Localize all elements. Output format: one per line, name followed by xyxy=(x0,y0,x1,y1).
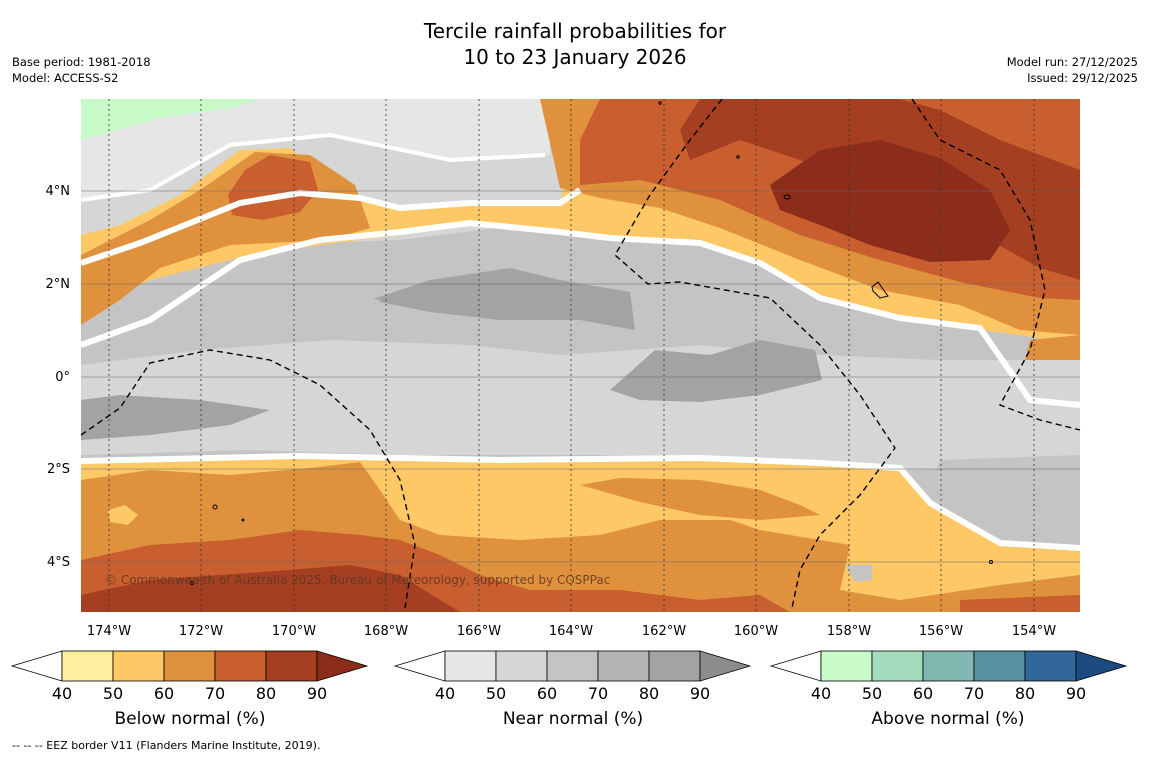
colorbar-tick: 80 xyxy=(639,684,659,703)
colorbar-segment xyxy=(648,650,701,682)
colorbar-segment xyxy=(546,650,599,682)
longitude-lines xyxy=(108,99,1035,612)
colorbar-label-above: Above normal (%) xyxy=(871,709,1025,729)
colorbar-segment xyxy=(61,650,114,682)
colorbar-extend-high xyxy=(1075,650,1128,682)
colorbar-tick: 90 xyxy=(1066,684,1086,703)
lon-label: 170°W xyxy=(272,624,316,639)
colorbar-segment xyxy=(973,650,1026,682)
colorbar-segment xyxy=(444,650,497,682)
colorbar-label-below: Below normal (%) xyxy=(114,709,266,729)
lat-label: 4°S xyxy=(47,555,70,570)
colorbar-segment xyxy=(597,650,650,682)
colorbar-tick: 40 xyxy=(435,684,455,703)
eez-legend-note: -- -- -- EEZ border V11 (Flanders Marine… xyxy=(12,739,321,752)
copyright-notice: © Commonwealth of Australia 2025, Bureau… xyxy=(105,573,610,587)
colorbar-segment xyxy=(112,650,165,682)
map-title: Tercile rainfall probabilities for 10 to… xyxy=(0,18,1150,70)
lon-label: 162°W xyxy=(642,624,686,639)
colorbar-tick: 50 xyxy=(862,684,882,703)
probability-field xyxy=(81,99,1080,612)
colorbar-tick: 70 xyxy=(964,684,984,703)
title-line-2: 10 to 23 January 2026 xyxy=(463,45,687,69)
colorbar-tick: 50 xyxy=(103,684,123,703)
lon-label: 156°W xyxy=(919,624,963,639)
lon-label: 160°W xyxy=(734,624,778,639)
lat-label: 0° xyxy=(55,370,70,385)
colorbar-tick: 80 xyxy=(1015,684,1035,703)
colorbar-segment xyxy=(163,650,216,682)
colorbar-segment xyxy=(265,650,318,682)
model-name: Model: ACCESS-S2 xyxy=(12,71,119,85)
colorbar-tick: 70 xyxy=(588,684,608,703)
run-info: Model run: 27/12/2025 Issued: 29/12/2025 xyxy=(1007,54,1138,86)
lon-label: 168°W xyxy=(364,624,408,639)
colorbar-label-near: Near normal (%) xyxy=(502,709,644,729)
colorbar-segment xyxy=(214,650,267,682)
colorbar-tick: 80 xyxy=(256,684,276,703)
colorbar-tick: 40 xyxy=(811,684,831,703)
colorbar-tick: 50 xyxy=(486,684,506,703)
colorbar-extend-low xyxy=(769,650,822,682)
colorbars: 40 50 60 70 80 90 40 50 60 70 80 90 40 50 60 70 80 90 xyxy=(10,650,1128,703)
lon-label: 158°W xyxy=(827,624,871,639)
graticule xyxy=(81,190,1080,563)
model-run: Model run: 27/12/2025 xyxy=(1006,55,1138,69)
lat-label: 4°N xyxy=(46,184,71,199)
lat-label: 2°N xyxy=(46,277,71,292)
lon-label: 172°W xyxy=(179,624,223,639)
eez-borders xyxy=(80,98,1081,609)
islands xyxy=(190,101,993,585)
lon-label: 174°W xyxy=(87,624,131,639)
model-info: Base period: 1981-2018 Model: ACCESS-S2 xyxy=(12,54,151,86)
base-period: Base period: 1981-2018 xyxy=(12,55,151,69)
colorbar-tick: 60 xyxy=(913,684,933,703)
lon-label: 154°W xyxy=(1012,624,1056,639)
colorbar-segment xyxy=(495,650,548,682)
colorbar-extend-high xyxy=(699,650,752,682)
colorbar-tick: 60 xyxy=(154,684,174,703)
colorbar-tick: 90 xyxy=(690,684,710,703)
colorbar-tick: 40 xyxy=(52,684,72,703)
colorbar-segment xyxy=(922,650,975,682)
colorbar-tick: 90 xyxy=(307,684,327,703)
colorbar-extend-high xyxy=(316,650,369,682)
colorbar-extend-low xyxy=(393,650,446,682)
colorbar-segment xyxy=(820,650,873,682)
colorbar-extend-low xyxy=(10,650,63,682)
colorbar-segment xyxy=(871,650,924,682)
lon-label: 166°W xyxy=(457,624,501,639)
issued-date: Issued: 29/12/2025 xyxy=(1027,71,1138,85)
title-line-1: Tercile rainfall probabilities for xyxy=(423,19,727,43)
lon-label: 164°W xyxy=(549,624,593,639)
colorbar-tick: 60 xyxy=(537,684,557,703)
colorbar-segment xyxy=(1024,650,1077,682)
colorbar-tick: 70 xyxy=(205,684,225,703)
lat-label: 2°S xyxy=(47,462,70,477)
